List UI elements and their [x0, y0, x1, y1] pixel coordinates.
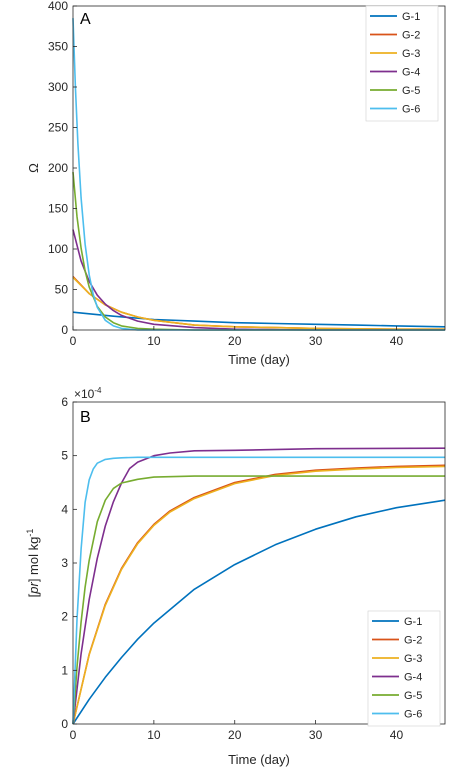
y-axis-label-b: [pr] mol kg-1 [25, 529, 41, 598]
y-tick-label: 4 [61, 502, 68, 516]
y-tick-label: 1 [61, 663, 68, 677]
series-line-g-1 [72, 499, 446, 725]
y-tick-label: 250 [48, 121, 68, 135]
y-tick-label: 0 [61, 717, 68, 731]
x-tick-label: 20 [228, 728, 242, 742]
legend-label-g-4: G-4 [404, 672, 422, 684]
legend-label-g-6: G-6 [404, 709, 422, 721]
series-line-g-6 [72, 18, 445, 331]
x-tick-label: 40 [390, 728, 404, 742]
legend-label-g-3: G-3 [402, 48, 420, 60]
y-tick-label: 0 [61, 323, 68, 337]
y-tick-label: 2 [61, 610, 68, 624]
legend-label-g-4: G-4 [402, 67, 420, 79]
y-tick-label: 350 [48, 40, 68, 54]
legend-label-g-2: G-2 [402, 30, 420, 42]
y-tick-label: 3 [61, 556, 68, 570]
y-tick-label: 300 [48, 80, 68, 94]
legend-b: G-1 G-2 G-3 G-4 G-5 G-6 [367, 610, 441, 727]
x-tick-label: 30 [309, 334, 323, 348]
x-axis-label-a: Time (day) [228, 352, 290, 367]
legend-label-g-6: G-6 [402, 104, 420, 116]
y-tick-label: 50 [55, 283, 69, 297]
legend-box [365, 5, 439, 122]
x-tick-label: 0 [70, 728, 77, 742]
x-tick-label: 0 [70, 334, 77, 348]
chart-panel-b: 0 10 20 30 40 0 1 2 3 4 5 6 B Time (day) [pr] mol k… [25, 386, 446, 767]
legend-label-g-3: G-3 [404, 653, 422, 665]
panel-label-a: A [80, 11, 91, 28]
panel-label-b: B [80, 409, 91, 426]
legend-label-g-2: G-2 [404, 635, 422, 647]
series-line-g-2 [72, 275, 445, 330]
series-line-g-5 [72, 475, 445, 725]
legend-label-g-5: G-5 [402, 85, 420, 97]
y-tick-label: 100 [48, 242, 68, 256]
series-line-g-5 [72, 172, 445, 331]
x-tick-label: 10 [147, 728, 161, 742]
x-axis-label-b: Time (day) [228, 752, 290, 767]
series-line-g-1 [72, 311, 446, 328]
y-tick-label: 400 [48, 0, 68, 13]
series-line-g-4 [72, 447, 446, 725]
x-tick-label: 20 [228, 334, 242, 348]
legend-box [367, 610, 441, 727]
y-tick-label: 5 [61, 449, 68, 463]
x-tick-label: 40 [390, 334, 404, 348]
x-tick-label: 30 [309, 728, 323, 742]
y-exponent-label-b: ×10-4 [74, 386, 102, 401]
legend-label-g-5: G-5 [404, 690, 422, 702]
legend-a: G-1 G-2 G-3 G-4 G-5 G-6 [365, 5, 439, 122]
legend-label-g-1: G-1 [402, 11, 420, 23]
y-axis-label-a: Ω [26, 163, 41, 173]
series-line-g-3 [72, 276, 445, 330]
series-line-g-6 [72, 456, 445, 725]
y-tick-label: 200 [48, 161, 68, 175]
y-tick-label: 150 [48, 202, 68, 216]
x-tick-label: 10 [147, 334, 161, 348]
series-line-g-3 [72, 465, 446, 725]
legend-label-g-1: G-1 [404, 616, 422, 628]
y-tick-label: 6 [61, 395, 68, 409]
